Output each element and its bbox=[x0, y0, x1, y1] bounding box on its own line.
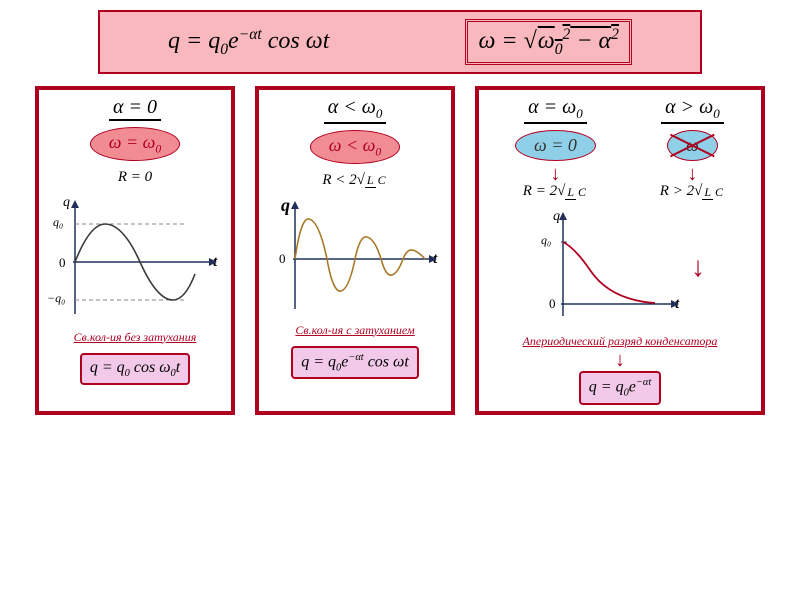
svg-text:q: q bbox=[63, 195, 70, 210]
svg-text:q₀: q₀ bbox=[541, 233, 551, 247]
panels-row: α = 0 ω = ω0 R = 0 q q₀ 0 −q₀ t Св.кол-и… bbox=[10, 86, 790, 415]
caption: Апериодический разряд конденсатора bbox=[523, 334, 718, 349]
alpha-cond: α = 0 bbox=[109, 96, 161, 121]
r-cond: R = 0 bbox=[118, 169, 152, 186]
chart-undamped: q q₀ 0 −q₀ t bbox=[45, 194, 225, 324]
top-banner: q = q0e−αt cos ωt ω = √ω02 − α2 bbox=[98, 10, 702, 74]
main-equation: q = q0e−αt cos ωt bbox=[168, 26, 329, 59]
panel-underdamped: α < ω0 ω < ω0 R < 2√LC q 0 t Св.кол-ия с… bbox=[255, 86, 455, 415]
alpha-cond: α > ω0 bbox=[661, 96, 724, 124]
panel-undamped: α = 0 ω = ω0 R = 0 q q₀ 0 −q₀ t Св.кол-и… bbox=[35, 86, 235, 415]
alpha-cond: α < ω0 bbox=[324, 96, 387, 124]
chart-decay: q q₀ 0 t bbox=[535, 208, 685, 328]
arrow-down-icon: ↓ bbox=[550, 167, 560, 181]
svg-text:0: 0 bbox=[279, 251, 286, 266]
col-over: α > ω0 ω ↓ R > 2√LC bbox=[660, 96, 725, 206]
arrow-down-icon: ↓ bbox=[687, 167, 697, 181]
omega-ellipse-crossed: ω bbox=[667, 130, 718, 161]
omega-ellipse: ω < ω0 bbox=[310, 130, 400, 164]
svg-text:q: q bbox=[281, 197, 290, 215]
bottom-equation: q = q0 cos ω0t bbox=[80, 353, 190, 385]
svg-text:−q₀: −q₀ bbox=[47, 291, 65, 305]
svg-text:q: q bbox=[553, 209, 560, 224]
bottom-equation: q = q0e−αt cos ωt bbox=[291, 346, 419, 380]
bottom-equation: q = q0e−αt bbox=[579, 371, 661, 405]
chart-underdamped: q 0 t bbox=[265, 197, 445, 317]
r-cond: R < 2√LC bbox=[322, 172, 387, 189]
caption: Св.кол-ия без затухания bbox=[74, 330, 197, 345]
omega-ellipse: ω = ω0 bbox=[90, 127, 180, 161]
panel-overdamped: α = ω0 ω = 0 ↓ R = 2√LC α > ω0 ω ↓ bbox=[475, 86, 765, 415]
omega-equation-box: ω = √ω02 − α2 bbox=[465, 19, 631, 66]
omega-ellipse: ω = 0 bbox=[515, 130, 596, 161]
r-cond: R = 2√LC bbox=[523, 183, 588, 200]
svg-text:0: 0 bbox=[549, 296, 556, 311]
r-cond: R > 2√LC bbox=[660, 183, 725, 200]
svg-text:q₀: q₀ bbox=[53, 215, 63, 229]
alpha-cond: α = ω0 bbox=[524, 96, 587, 124]
col-critical: α = ω0 ω = 0 ↓ R = 2√LC bbox=[515, 96, 596, 206]
arrow-down-icon: ↓ bbox=[691, 258, 705, 278]
caption: Св.кол-ия с затуханием bbox=[295, 323, 414, 338]
svg-text:0: 0 bbox=[59, 255, 66, 270]
arrow-down-icon: ↓ bbox=[615, 353, 625, 367]
